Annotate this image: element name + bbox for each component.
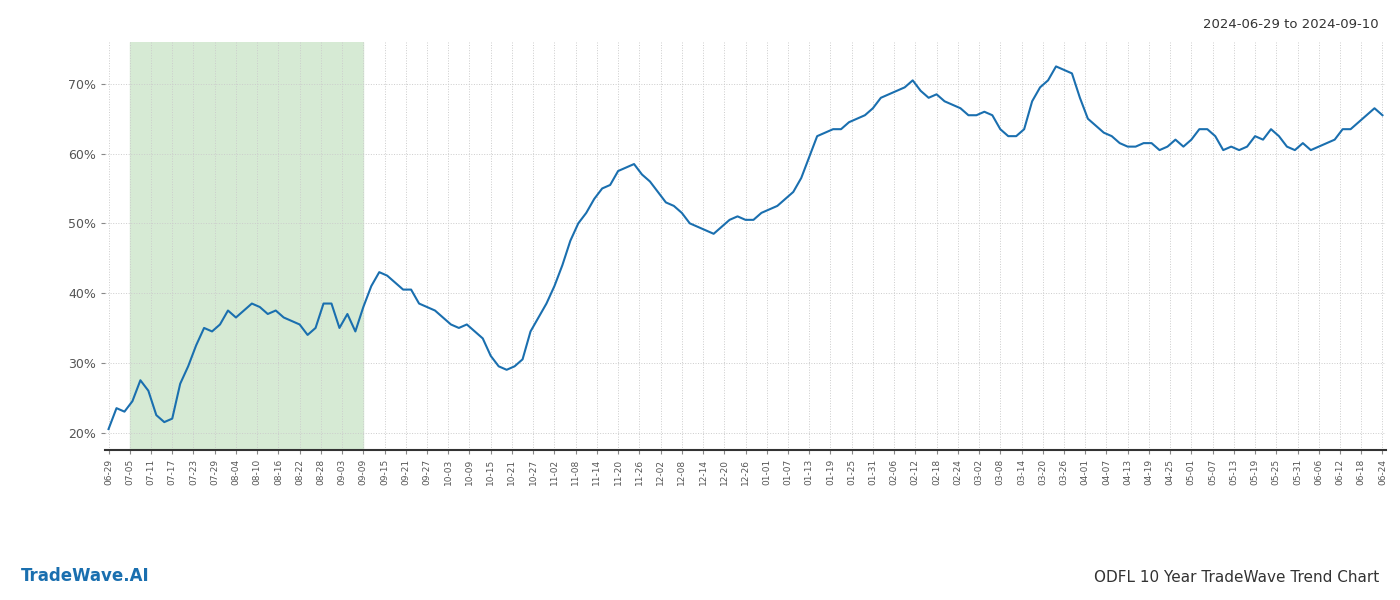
Text: 2024-06-29 to 2024-09-10: 2024-06-29 to 2024-09-10 [1204, 18, 1379, 31]
Text: ODFL 10 Year TradeWave Trend Chart: ODFL 10 Year TradeWave Trend Chart [1093, 570, 1379, 585]
Bar [130, 42, 364, 450]
Text: TradeWave.AI: TradeWave.AI [21, 567, 150, 585]
